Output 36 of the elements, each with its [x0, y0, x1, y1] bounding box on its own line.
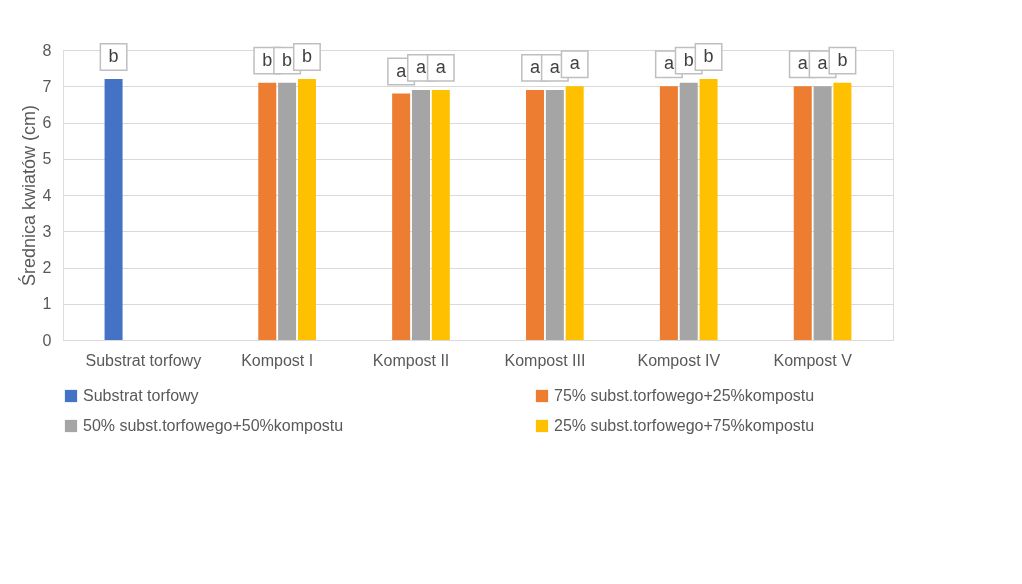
y-tick-label: 1 [42, 295, 52, 313]
data-label: a [415, 56, 427, 77]
legend-label: 50% subst.torfowego+50%kompostu [83, 417, 344, 434]
y-tick-label: 7 [42, 77, 52, 95]
y-axis-title: Średnica kwiatów (cm) [17, 104, 39, 287]
x-tick-label: Kompost II [372, 351, 450, 369]
y-tick-label: 0 [42, 331, 52, 349]
legend-label: 75% subst.torfowego+25%kompostu [554, 387, 815, 404]
legend-label: 25% subst.torfowego+75%kompostu [554, 417, 815, 434]
y-tick-label: 4 [42, 186, 52, 204]
x-tick-label: Kompost V [773, 351, 853, 369]
data-label: a [817, 53, 829, 74]
data-label: a [396, 60, 408, 81]
y-tick-label: 8 [42, 41, 52, 59]
y-tick-label: 5 [42, 150, 52, 168]
x-tick-label: Kompost III [504, 351, 586, 369]
data-label: b [837, 49, 848, 70]
data-label: a [569, 53, 581, 74]
data-label: a [435, 56, 447, 77]
x-tick-label: Kompost IV [637, 351, 721, 369]
data-label: a [549, 56, 561, 77]
y-tick-label: 2 [42, 259, 52, 276]
data-label: a [663, 53, 675, 74]
legend-label: Substrat torfowy [83, 387, 199, 404]
data-label: b [683, 49, 694, 70]
y-tick-label: 6 [42, 114, 52, 131]
data-label: b [282, 49, 293, 70]
data-label: b [703, 46, 714, 66]
data-label: b [262, 49, 273, 70]
data-label: b [108, 46, 119, 66]
x-tick-label: Kompost I [241, 351, 314, 369]
x-tick-label: Substrat torfowy [85, 351, 202, 369]
data-label: a [797, 53, 809, 74]
y-tick-label: 3 [42, 222, 52, 240]
data-label: b [301, 46, 312, 66]
data-label: a [530, 56, 542, 77]
